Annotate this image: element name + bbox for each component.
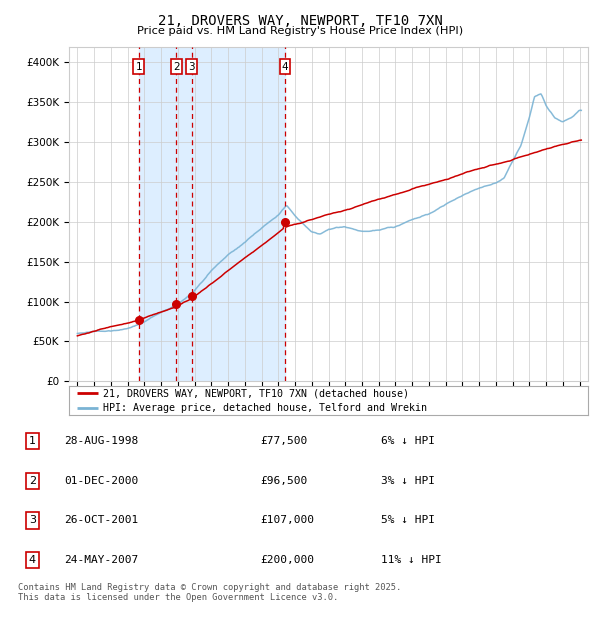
Text: 24-MAY-2007: 24-MAY-2007 — [64, 555, 139, 565]
Text: 2: 2 — [173, 61, 180, 71]
Text: 21, DROVERS WAY, NEWPORT, TF10 7XN (detached house): 21, DROVERS WAY, NEWPORT, TF10 7XN (deta… — [103, 388, 409, 398]
Text: 3% ↓ HPI: 3% ↓ HPI — [381, 476, 435, 486]
Text: Contains HM Land Registry data © Crown copyright and database right 2025.
This d: Contains HM Land Registry data © Crown c… — [18, 583, 401, 602]
Text: 01-DEC-2000: 01-DEC-2000 — [64, 476, 139, 486]
Text: 2: 2 — [29, 476, 36, 486]
Text: 4: 4 — [281, 61, 288, 71]
Text: Price paid vs. HM Land Registry's House Price Index (HPI): Price paid vs. HM Land Registry's House … — [137, 26, 463, 36]
Text: £77,500: £77,500 — [260, 436, 307, 446]
Text: 26-OCT-2001: 26-OCT-2001 — [64, 515, 139, 525]
Text: 1: 1 — [29, 436, 36, 446]
Text: 11% ↓ HPI: 11% ↓ HPI — [381, 555, 442, 565]
Text: £200,000: £200,000 — [260, 555, 314, 565]
Text: £107,000: £107,000 — [260, 515, 314, 525]
Text: 3: 3 — [29, 515, 36, 525]
Text: 1: 1 — [136, 61, 142, 71]
Text: 5% ↓ HPI: 5% ↓ HPI — [381, 515, 435, 525]
Text: 6% ↓ HPI: 6% ↓ HPI — [381, 436, 435, 446]
Text: 28-AUG-1998: 28-AUG-1998 — [64, 436, 139, 446]
Text: HPI: Average price, detached house, Telford and Wrekin: HPI: Average price, detached house, Telf… — [103, 403, 427, 413]
Text: 21, DROVERS WAY, NEWPORT, TF10 7XN: 21, DROVERS WAY, NEWPORT, TF10 7XN — [158, 14, 442, 28]
Text: 4: 4 — [29, 555, 36, 565]
Text: 3: 3 — [188, 61, 195, 71]
Text: £96,500: £96,500 — [260, 476, 307, 486]
Bar — [139, 46, 285, 381]
